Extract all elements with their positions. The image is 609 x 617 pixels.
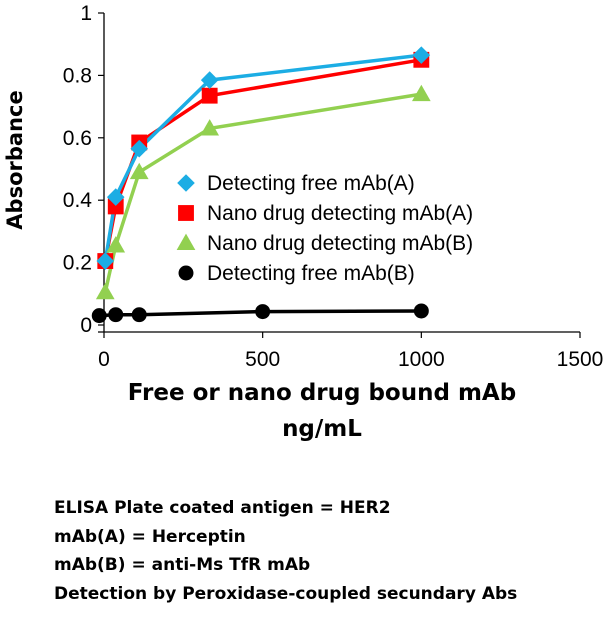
legend-marker — [176, 233, 196, 251]
y-tick-label: 0 — [80, 314, 92, 337]
data-point — [107, 198, 124, 215]
y-tick-label: 1 — [80, 2, 92, 25]
legend-entry-bg — [172, 258, 562, 286]
data-point — [255, 304, 271, 320]
data-point — [129, 162, 149, 180]
data-point — [412, 46, 431, 64]
data-point — [413, 303, 429, 319]
legend-label: Nano drug detecting mAb(A) — [207, 202, 473, 225]
legend-entry-bg — [172, 168, 562, 196]
legend-label: Detecting free mAb(A) — [207, 172, 415, 195]
y-tick-label: 0.4 — [63, 189, 93, 212]
notes-block: ELISA Plate coated antigen = HER2 mAb(A)… — [54, 494, 517, 608]
data-point — [201, 87, 218, 104]
x-tick-label: 1000 — [398, 348, 445, 371]
x-tick-label: 500 — [245, 348, 280, 371]
legend-label: Detecting free mAb(B) — [207, 262, 415, 285]
y-tick-label: 0.2 — [63, 252, 92, 275]
legend-entry-bg — [172, 198, 562, 226]
absorbance-chart: 0 0.2 0.4 0.6 0.8 1 0 500 1000 1500 Absorbance Free… — [3, 2, 604, 442]
y-axis-title: Absorbance — [3, 90, 27, 229]
data-point — [91, 308, 107, 324]
legend-marker — [177, 174, 195, 192]
data-point — [96, 252, 115, 270]
legend-marker — [178, 265, 194, 281]
legend-entry-bg — [172, 228, 562, 256]
y-tick-label: 0.6 — [63, 127, 92, 150]
y-tick-label: 0.8 — [63, 64, 92, 87]
x-axis-title-line: ng/mL — [282, 416, 362, 442]
data-point — [95, 282, 115, 300]
data-point — [108, 307, 124, 323]
x-tick-label: 1500 — [557, 348, 604, 371]
data-point — [131, 307, 147, 323]
note-detection: Detection by Peroxidase-coupled secundar… — [54, 583, 518, 604]
data-point — [106, 236, 126, 253]
data-point — [106, 188, 125, 206]
note-mab-b: mAb(B) = anti-Ms TfR mAb — [54, 555, 311, 575]
data-point — [411, 84, 431, 102]
x-tick-label: 0 — [98, 348, 110, 371]
legend-marker — [178, 205, 194, 221]
legend-label: Nano drug detecting mAb(B) — [207, 232, 473, 255]
note-antigen: ELISA Plate coated antigen = HER2 — [54, 498, 391, 518]
data-point — [130, 139, 149, 158]
x-axis-title-line: Free or nano drug bound mAb — [128, 380, 516, 406]
data-point — [200, 71, 219, 89]
data-point — [200, 119, 220, 136]
note-mab-a: mAb(A) = Herceptin — [54, 526, 246, 547]
